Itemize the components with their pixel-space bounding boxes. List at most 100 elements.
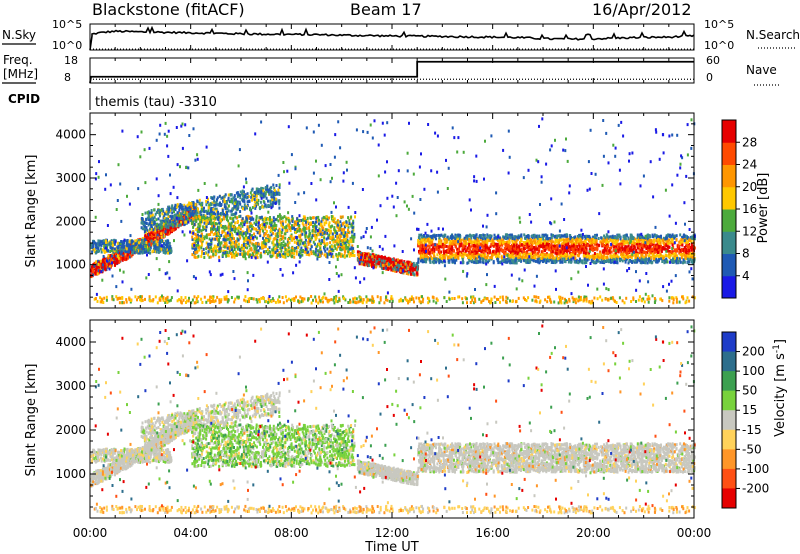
data-point: [250, 195, 253, 199]
data-point: [205, 219, 208, 223]
data-point: [169, 220, 172, 224]
data-point: [145, 238, 148, 241]
data-point: [340, 227, 343, 231]
freq-unit: [MHz]: [3, 67, 38, 81]
data-point: [176, 211, 179, 215]
data-point: [329, 225, 332, 229]
data-point: [284, 236, 287, 240]
data-point: [243, 190, 245, 194]
data-point: [159, 219, 162, 223]
data-point: [94, 251, 97, 255]
data-point: [213, 203, 216, 207]
data-point: [155, 244, 158, 248]
data-point: [253, 204, 256, 208]
data-point: [134, 239, 137, 243]
data-point: [180, 216, 183, 220]
data-point: [273, 237, 276, 241]
data-point: [272, 183, 275, 187]
data-point: [679, 233, 682, 237]
data-point: [219, 218, 222, 222]
data-point: [107, 262, 110, 266]
data-point: [226, 246, 229, 250]
data-point: [194, 209, 197, 213]
data-point: [272, 243, 275, 246]
data-point: [314, 237, 317, 240]
data-point: [130, 241, 133, 245]
data-point: [346, 233, 348, 237]
data-point: [93, 248, 96, 252]
data-point: [168, 229, 171, 233]
data-point: [118, 260, 121, 264]
data-point: [193, 223, 196, 226]
data-point: [166, 232, 169, 236]
data-point: [125, 257, 128, 261]
data-point: [163, 248, 166, 252]
data-point: [90, 246, 93, 249]
data-point: [149, 246, 152, 250]
data-point: [192, 201, 195, 204]
data-point: [143, 224, 146, 228]
data-point: [259, 253, 262, 257]
data-point: [262, 193, 265, 197]
data-point: [255, 204, 257, 208]
data-point: [332, 255, 335, 259]
data-point: [169, 226, 172, 230]
data-point: [125, 250, 127, 254]
data-point: [222, 199, 225, 203]
data-point: [155, 218, 158, 222]
data-point: [150, 239, 153, 243]
data-point: [295, 250, 298, 254]
data-point: [348, 221, 351, 225]
data-point: [140, 241, 143, 245]
data-point: [164, 246, 167, 250]
data-point: [122, 251, 125, 255]
data-point: [99, 269, 101, 273]
data-point: [291, 226, 294, 230]
data-point: [104, 239, 107, 243]
data-point: [102, 242, 105, 245]
data-point: [245, 206, 248, 210]
data-point: [279, 243, 282, 247]
data-point: [265, 229, 268, 233]
data-point: [222, 225, 225, 229]
data-point: [227, 193, 230, 197]
data-point: [397, 258, 399, 262]
data-point: [323, 244, 326, 248]
data-point: [210, 227, 213, 231]
data-point: [98, 242, 101, 246]
data-point: [363, 263, 366, 267]
data-point: [225, 216, 228, 220]
data-point: [137, 251, 140, 255]
data-point: [99, 259, 102, 263]
data-point: [142, 243, 145, 247]
data-point: [167, 212, 169, 216]
data-point: [158, 229, 161, 233]
data-point: [239, 202, 242, 206]
data-point: [154, 246, 157, 250]
data-point: [91, 250, 94, 254]
data-point: [164, 243, 167, 247]
data-point: [207, 197, 209, 201]
data-point: [149, 248, 151, 252]
data-point: [109, 250, 112, 253]
data-point: [302, 241, 304, 245]
data-point: [189, 207, 192, 211]
noise-series-line: [89, 25, 695, 51]
data-point: [259, 246, 261, 250]
data-point: [155, 240, 158, 244]
data-point: [155, 243, 158, 247]
data-point: [240, 244, 243, 248]
data-point: [174, 224, 177, 228]
data-point: [312, 224, 314, 228]
data-point: [170, 249, 173, 253]
data-point: [102, 258, 105, 262]
data-point: [214, 222, 217, 225]
data-point: [114, 262, 116, 266]
data-point: [247, 250, 250, 254]
data-point: [317, 253, 320, 257]
data-point: [404, 265, 407, 269]
data-point: [377, 262, 380, 266]
data-point: [282, 240, 285, 244]
data-point: [168, 251, 171, 255]
data-point: [152, 241, 155, 245]
